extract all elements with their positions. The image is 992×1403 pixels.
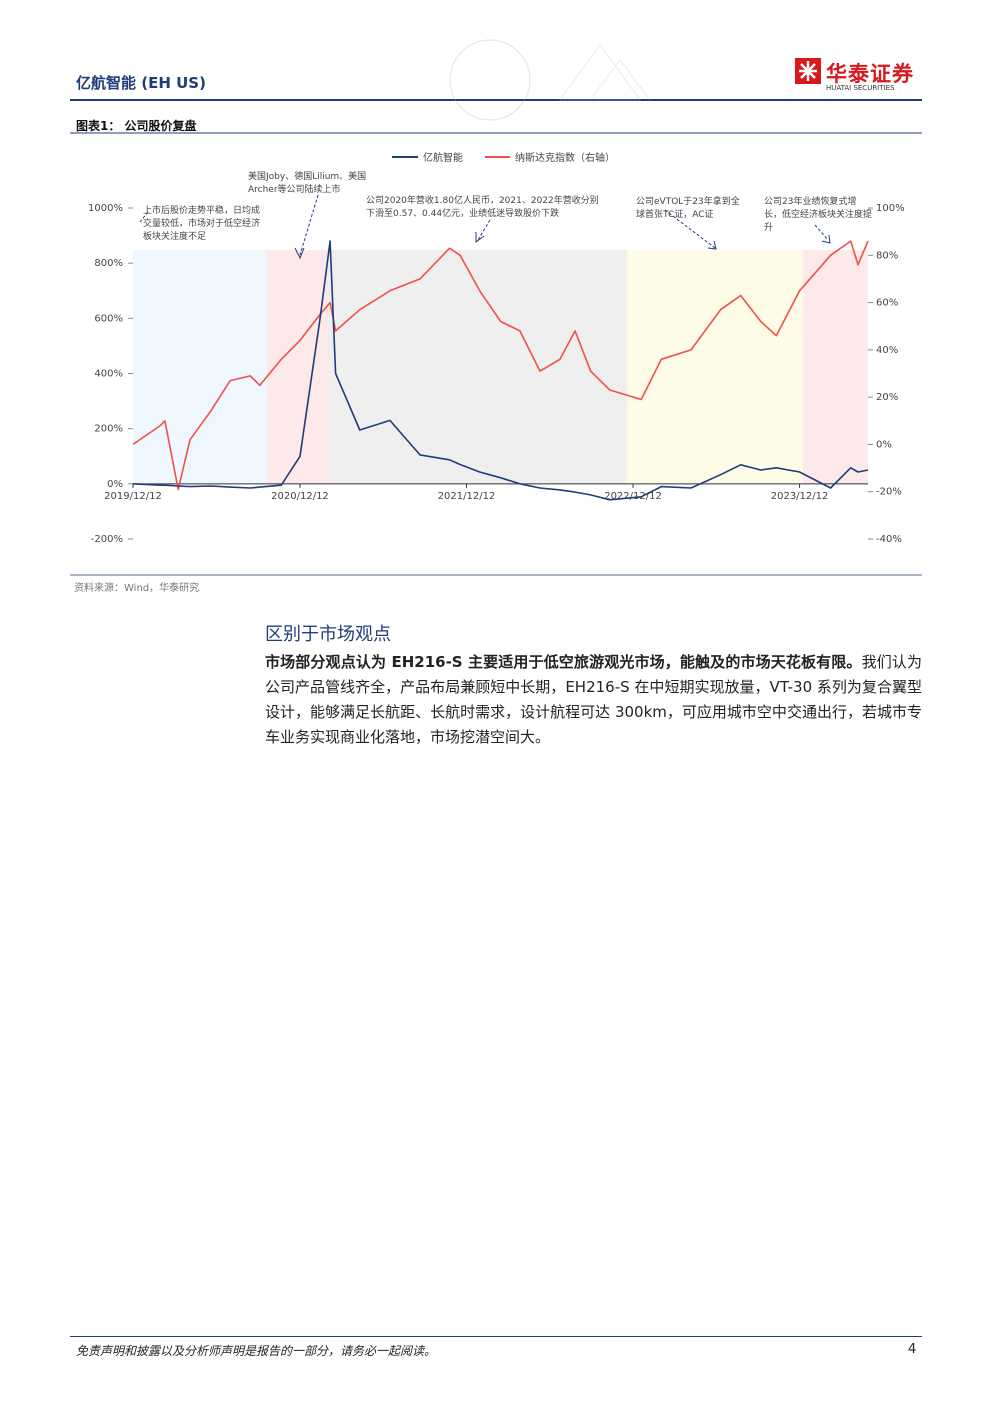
series-line <box>132 240 869 501</box>
logo-icon <box>795 58 821 84</box>
annotation: 美国Joby、德国Lilium、美国Archer等公司陆续上市 <box>248 172 367 195</box>
y2-tick-label: -40% <box>876 534 902 545</box>
figure-title: 图表1： 公司股价复盘 <box>76 119 197 133</box>
legend-label: 亿航智能 <box>423 151 463 164</box>
annotation: 公司2020年营收1.80亿人民币，2021、2022年营收分别下滑至0.57、… <box>366 196 599 219</box>
y2-tick-label: -20% <box>876 487 902 498</box>
y-tick-label: 400% <box>94 369 123 380</box>
x-tick-label: 2021/12/12 <box>438 491 496 502</box>
y-tick-label: 200% <box>94 424 123 435</box>
section-paragraph: 市场部分观点认为 EH216-S 主要适用于低空旅游观光市场，能触及的市场天花板… <box>265 650 922 750</box>
legend-label: 纳斯达克指数（右轴） <box>515 151 615 164</box>
y-tick-label: -200% <box>91 534 123 545</box>
shaded-periods <box>133 250 868 484</box>
logo-text: 华泰证券 <box>826 62 914 86</box>
y-tick-label: 800% <box>94 258 123 269</box>
y2-tick-label: 80% <box>876 250 898 261</box>
logo-subtext: HUATAI SECURITIES <box>826 84 895 92</box>
annotation: 公司23年业绩恢复式增长，低空经济板块关注度提升 <box>764 197 873 233</box>
y-tick-label: 1000% <box>88 203 123 214</box>
y-tick-label: 600% <box>94 313 123 324</box>
paragraph-text: 我们认为公司产品管线齐全，产品布局兼顾短中长期，EH216-S 在中短期实现放量… <box>265 653 922 746</box>
y2-tick-label: 60% <box>876 298 898 309</box>
footer-rule <box>70 1336 922 1337</box>
annotation: 上市后股价走势平稳，日均成交量较低，市场对于低空经济板块关注度不足 <box>143 206 261 242</box>
annotation: 公司eVTOL于23年拿到全球首张TC证，AC证 <box>636 197 740 220</box>
header-decoration <box>449 39 651 121</box>
series-line <box>132 240 869 491</box>
x-tick-label: 2020/12/12 <box>271 491 329 502</box>
paragraph-bold: 市场部分观点认为 EH216-S 主要适用于低空旅游观光市场，能触及的市场天花板… <box>265 653 862 671</box>
y-tick-label: 0% <box>107 479 123 490</box>
figure-source: 资料来源：Wind，华泰研究 <box>74 583 200 594</box>
y2-tick-label: 40% <box>876 345 898 356</box>
x-tick-label: 2022/12/12 <box>604 491 662 502</box>
footer-disclaimer: 免责声明和披露以及分析师声明是报告的一部分，请务必一起阅读。 <box>76 1344 437 1358</box>
annotation-arrows <box>139 194 831 260</box>
header-title: 亿航智能 (EH US) <box>76 74 206 92</box>
x-tick-label: 2019/12/12 <box>104 491 162 502</box>
x-tick-label: 2023/12/12 <box>771 491 829 502</box>
section-heading: 区别于市场观点 <box>265 624 391 645</box>
plot: -200%0%200%400%600%800%1000%-40%-20%0%20… <box>88 203 905 545</box>
y2-tick-label: 100% <box>876 203 905 214</box>
page-number: 4 <box>908 1342 917 1357</box>
legend: 亿航智能 纳斯达克指数（右轴） <box>392 151 615 164</box>
y2-tick-label: 0% <box>876 439 892 450</box>
y2-tick-label: 20% <box>876 392 898 403</box>
